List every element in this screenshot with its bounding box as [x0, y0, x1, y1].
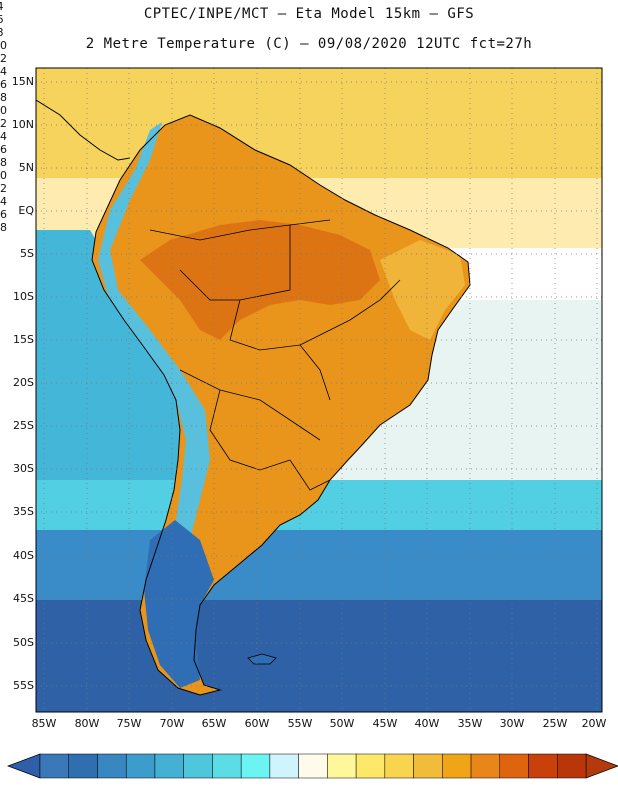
colorbar-box	[298, 753, 328, 779]
colorbar-tick: 36	[0, 208, 7, 221]
colorbar-box	[384, 753, 414, 779]
ocean-hot-band	[36, 68, 602, 178]
title-line-2: 2 Metre Temperature (C) – 09/08/2020 12U…	[85, 36, 533, 52]
colorbar-box	[39, 753, 69, 779]
lon-label: 65W	[201, 717, 227, 730]
lat-label: 35S	[13, 505, 34, 518]
colorbar-box	[154, 753, 184, 779]
lat-label: 30S	[13, 462, 34, 475]
colorbar-box	[183, 753, 213, 779]
colorbar-tick: 10	[0, 39, 7, 52]
falklands	[247, 653, 277, 665]
lon-label: 35W	[457, 717, 483, 730]
colorbar-box	[269, 753, 299, 779]
colorbar-tick: 6	[0, 13, 15, 26]
colorbar-box	[212, 753, 242, 779]
lat-label: 5N	[18, 161, 34, 174]
colorbar-tick: 14	[0, 65, 7, 78]
colorbar-tick: 28	[0, 156, 7, 169]
colorbar-box	[470, 753, 501, 779]
colorbar-tick: 22	[0, 117, 7, 130]
central-america-coast	[36, 99, 131, 161]
colorbar-tick: 18	[0, 91, 7, 104]
colorbar-labels: 4 6 8 10 12 14 16 18 20 22 24 26 28 30 3…	[0, 0, 618, 234]
lon-label: 25W	[542, 717, 568, 730]
colorbar-tick: 34	[0, 195, 7, 208]
colorbar-tick: 24	[0, 130, 7, 143]
pacific-cool-zone	[36, 230, 200, 480]
colorbar-under-arrow	[7, 753, 41, 779]
temperature-field	[36, 68, 602, 712]
lon-label: 20W	[581, 717, 607, 730]
lon-label: 85W	[31, 717, 57, 730]
lon-label: 55W	[287, 717, 313, 730]
lon-label: 60W	[244, 717, 270, 730]
country-borders	[149, 219, 401, 491]
andes-cold-strip	[98, 122, 210, 540]
title-line-1: CPTEC/INPE/MCT – Eta Model 15km – GFS	[143, 6, 475, 22]
lat-label: 45S	[13, 592, 34, 605]
lat-label: 10N	[11, 118, 34, 131]
colorbar-box	[413, 753, 443, 779]
colorbar-tick: 16	[0, 78, 7, 91]
lon-label: 50W	[329, 717, 355, 730]
colorbar-box	[442, 753, 472, 779]
colorbar-box	[240, 753, 271, 779]
lat-label: 50S	[13, 636, 34, 649]
colorbar-tick: 26	[0, 143, 7, 156]
colorbar-box	[97, 753, 127, 779]
lat-label: 25S	[13, 419, 34, 432]
colorbar-tick: 20	[0, 104, 7, 117]
map-frame	[35, 67, 603, 713]
colorbar-box	[557, 753, 587, 779]
colorbar	[7, 753, 618, 779]
lat-label: 5S	[20, 247, 34, 260]
colorbar-tick: 32	[0, 182, 7, 195]
lat-label: 15S	[13, 333, 34, 346]
ocean-cool-band	[36, 530, 602, 610]
lon-label: 45W	[372, 717, 398, 730]
colorbar-tick: 38	[0, 221, 7, 234]
colorbar-box	[355, 753, 386, 779]
colorbar-box	[125, 753, 156, 779]
colorbar-box	[528, 753, 558, 779]
lat-label: 20S	[13, 376, 34, 389]
ocean-cold-band	[36, 600, 602, 712]
colorbar-over-arrow	[585, 753, 618, 779]
colorbar-tick: 12	[0, 52, 7, 65]
lon-label: 30W	[499, 717, 525, 730]
amazon-hot-region	[140, 220, 380, 340]
lat-label: 10S	[13, 290, 34, 303]
lat-label: 15N	[11, 75, 34, 88]
lat-label: 55S	[13, 679, 34, 692]
lon-label: 40W	[414, 717, 440, 730]
lon-label: 70W	[159, 717, 185, 730]
lon-label: 80W	[74, 717, 100, 730]
colorbar-tick: 8	[0, 26, 15, 39]
colorbar-box	[327, 753, 357, 779]
lat-label: EQ	[18, 204, 34, 217]
colorbar-tick: 4	[0, 0, 15, 13]
patagonia-cold-region	[144, 520, 214, 688]
colorbar-box	[499, 753, 529, 779]
lon-label: 75W	[116, 717, 142, 730]
northeast-warm-region	[380, 240, 465, 340]
coastline	[91, 114, 471, 696]
colorbar-tick: 30	[0, 169, 7, 182]
lat-label: 40S	[13, 549, 34, 562]
colorbar-box	[68, 753, 98, 779]
